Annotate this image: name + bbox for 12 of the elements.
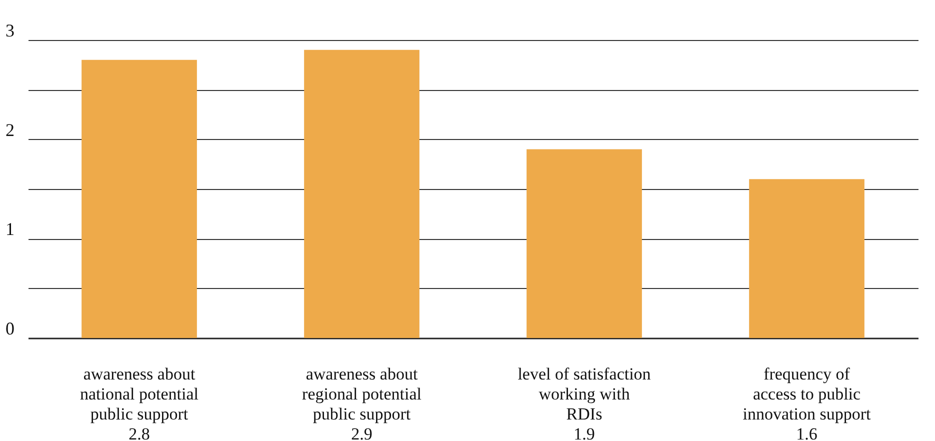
y-tick-label: 1	[6, 219, 14, 240]
data-label: 1.9	[574, 424, 595, 441]
y-tick-label: 0	[6, 318, 14, 338]
x-tick-label: awareness about national potential public support	[80, 364, 199, 424]
y-tick-label: 3	[6, 20, 14, 40]
x-tick-label: level of satisfaction working with RDIs	[518, 364, 652, 424]
data-label: 2.8	[128, 424, 150, 441]
y-tick-label: 2	[6, 120, 14, 140]
x-tick-label: awareness about regional potential public support	[302, 364, 422, 424]
x-tick-label: frequency of access to public innovation support	[742, 364, 872, 424]
data-label: 2.9	[351, 424, 372, 441]
data-label: 1.6	[796, 424, 818, 441]
